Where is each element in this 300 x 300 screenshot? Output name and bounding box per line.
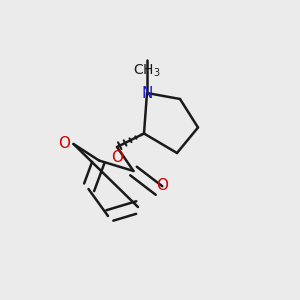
Text: N: N bbox=[142, 85, 153, 100]
Text: O: O bbox=[156, 178, 168, 194]
Text: O: O bbox=[111, 150, 123, 165]
Text: CH$_3$: CH$_3$ bbox=[133, 62, 161, 79]
Text: O: O bbox=[58, 136, 70, 151]
